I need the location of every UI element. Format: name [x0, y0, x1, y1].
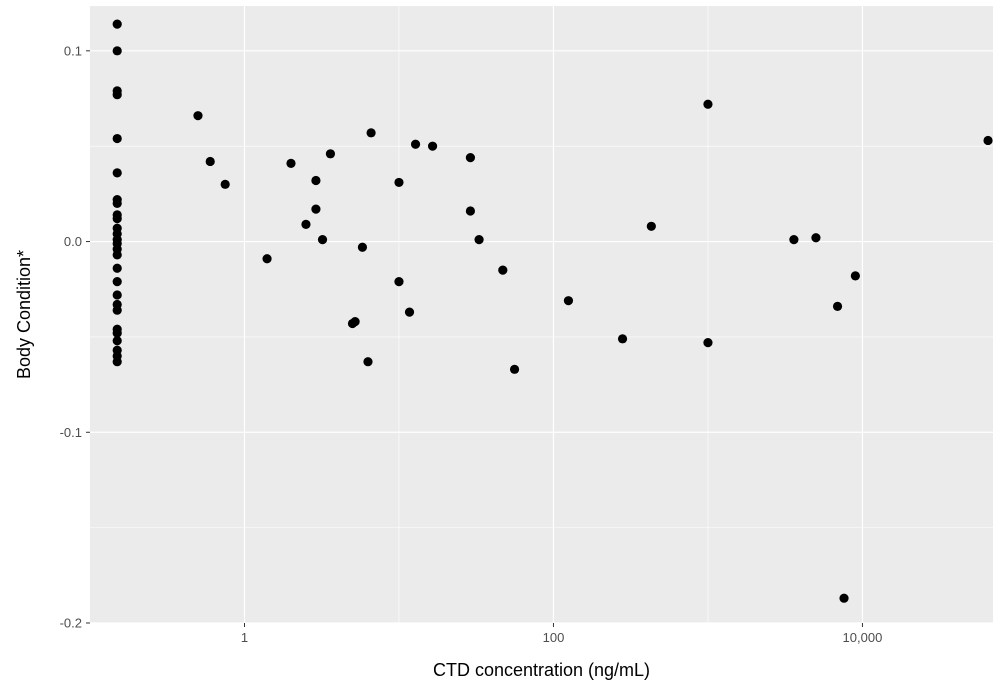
x-axis-title: CTD concentration (ng/mL) [433, 660, 650, 680]
data-point [262, 254, 272, 264]
data-point [357, 242, 368, 252]
data-point [220, 179, 230, 189]
y-axis-title: Body Condition* [14, 250, 34, 379]
data-point [703, 99, 713, 109]
x-axis-ticks: 1 100 10,000 [241, 623, 882, 645]
data-point [617, 334, 628, 344]
data-point [509, 364, 520, 374]
data-point [410, 139, 421, 149]
data-point [112, 90, 122, 100]
data-point [311, 175, 321, 186]
data-point [366, 128, 376, 138]
data-point [983, 135, 993, 146]
data-point [832, 301, 843, 311]
data-point [112, 305, 122, 315]
data-point [789, 235, 799, 245]
data-point [498, 265, 508, 275]
minor-gridlines [90, 6, 993, 623]
data-point [404, 307, 415, 317]
data-point [112, 336, 122, 346]
data-point [112, 168, 122, 178]
data-point [394, 177, 404, 188]
data-point [839, 593, 849, 603]
data-point [325, 149, 336, 159]
data-points [112, 19, 993, 603]
data-point [811, 233, 821, 243]
data-point [394, 276, 404, 287]
data-point [646, 221, 656, 231]
plot-panel [90, 6, 993, 623]
y-tick-label: -0.2 [60, 616, 82, 631]
y-axis-ticks: 0.1 0.0 -0.1 -0.2 [60, 43, 90, 631]
data-point [474, 235, 484, 245]
data-point [563, 296, 574, 306]
data-point [112, 263, 122, 273]
data-point [112, 276, 122, 287]
data-point [112, 214, 122, 224]
data-point [465, 206, 476, 216]
data-point [301, 219, 311, 229]
x-tick-label: 10,000 [843, 630, 883, 645]
x-tick-label: 1 [241, 630, 248, 645]
data-point [427, 141, 438, 151]
data-point [286, 158, 296, 168]
data-point [112, 19, 122, 29]
data-point [205, 156, 215, 167]
y-tick-label: -0.1 [60, 425, 82, 440]
data-point [350, 317, 360, 327]
y-tick-label: 0.0 [64, 234, 82, 249]
data-point [850, 271, 860, 281]
data-point [311, 204, 321, 214]
x-tick-label: 100 [543, 630, 565, 645]
data-point [112, 133, 122, 144]
data-point [465, 153, 476, 163]
data-point [112, 46, 122, 56]
major-gridlines [90, 6, 993, 624]
data-point [112, 250, 122, 260]
data-point [193, 111, 203, 121]
data-point [703, 338, 713, 348]
data-point [112, 290, 122, 300]
data-point [112, 328, 122, 338]
data-point [363, 357, 373, 367]
y-tick-label: 0.1 [64, 43, 82, 58]
data-point [317, 235, 328, 245]
data-point [112, 198, 122, 209]
data-point [112, 357, 122, 367]
